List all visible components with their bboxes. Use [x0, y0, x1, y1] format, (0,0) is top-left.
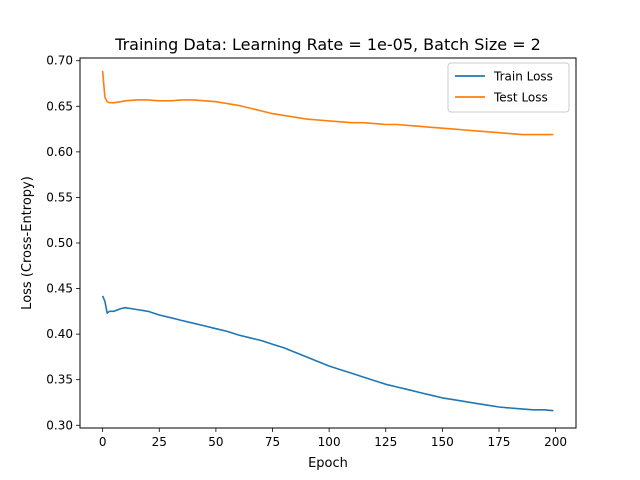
series-line-train-loss	[101, 295, 554, 412]
y-tick-label: 0.70	[46, 54, 73, 68]
y-tick-label: 0.30	[46, 418, 73, 432]
y-tick-label: 0.55	[46, 190, 73, 204]
x-tick-label: 125	[374, 435, 397, 449]
y-tick-label: 0.60	[46, 145, 73, 159]
x-tick-label: 175	[488, 435, 511, 449]
y-tick-label: 0.45	[46, 282, 73, 296]
y-tick-label: 0.65	[46, 99, 73, 113]
plot-area	[101, 70, 554, 412]
axes-frame	[79, 57, 577, 429]
chart-title: Training Data: Learning Rate = 1e-05, Ba…	[114, 35, 541, 54]
x-tick-label: 100	[318, 435, 341, 449]
axis-ticks: 0 25 50 75 100 125 150 175 200 0.30 0.35 0.40 0.45 0.…	[46, 54, 567, 449]
x-tick-label: 50	[208, 435, 223, 449]
x-axis-label: Epoch	[308, 456, 348, 471]
y-axis-label: Loss (Cross-Entropy)	[20, 176, 35, 310]
legend-label: Train Loss	[493, 70, 553, 84]
y-tick-label: 0.35	[46, 373, 73, 387]
y-tick-label: 0.40	[46, 327, 73, 341]
legend-label: Test Loss	[493, 91, 548, 105]
x-tick-label: 0	[99, 435, 107, 449]
x-tick-label: 200	[544, 435, 567, 449]
x-tick-label: 150	[431, 435, 454, 449]
legend: Train Loss Test Loss	[447, 62, 570, 113]
series-line-test-loss	[101, 70, 554, 136]
x-tick-label: 75	[265, 435, 280, 449]
y-tick-label: 0.50	[46, 236, 73, 250]
x-tick-label: 25	[152, 435, 167, 449]
